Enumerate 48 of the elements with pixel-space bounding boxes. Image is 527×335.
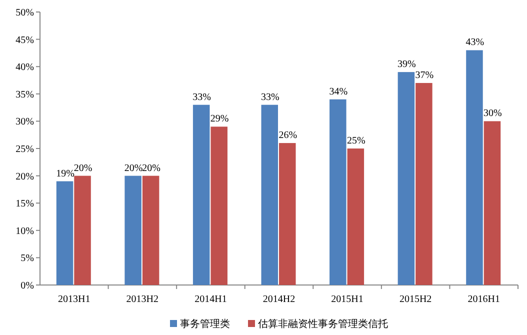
x-tick-label: 2015H1 [331, 294, 364, 305]
bar [330, 99, 346, 285]
bar [347, 148, 364, 285]
bar [398, 72, 415, 285]
data-label: 43% [466, 37, 484, 48]
bar [210, 126, 228, 285]
y-tick-label: 25% [16, 144, 34, 155]
legend-label: 估算非融资性事务管理类信托 [258, 318, 388, 330]
data-label: 34% [329, 86, 348, 98]
bar [484, 121, 501, 285]
data-label: 33% [192, 92, 212, 103]
y-tick-label: 5% [20, 253, 34, 264]
legend-label: 事务管理类 [180, 318, 230, 330]
x-tick-label: 2015H2 [399, 294, 432, 305]
bar [56, 181, 74, 285]
x-tick-label: 2013H1 [58, 294, 90, 305]
data-label: 20% [142, 162, 160, 174]
y-tick-label: 40% [16, 62, 34, 74]
bar [466, 50, 483, 285]
bar [416, 82, 432, 285]
x-tick-label: 2014H2 [262, 294, 296, 305]
bar [74, 176, 91, 285]
y-tick-label: 50% [16, 8, 34, 18]
y-tick-label: 30% [16, 116, 34, 128]
bar [124, 176, 142, 285]
bar [192, 104, 210, 285]
data-label: 26% [278, 130, 298, 142]
y-tick-label: 35% [16, 89, 34, 100]
data-label: 20% [124, 162, 143, 174]
y-tick-label: 45% [16, 34, 34, 46]
bar [142, 176, 160, 285]
bar [279, 143, 296, 285]
data-label: 33% [260, 92, 280, 103]
bar [261, 104, 278, 285]
data-label: 25% [346, 136, 366, 146]
y-tick-label: 10% [16, 226, 34, 237]
data-label: 29% [210, 114, 229, 125]
data-label: 30% [484, 108, 502, 120]
data-label: 20% [74, 162, 92, 174]
y-tick-label: 15% [16, 198, 34, 210]
y-tick-label: 0% [20, 280, 34, 292]
y-tick-label: 20% [16, 171, 34, 182]
x-tick-label: 2013H2 [126, 294, 159, 305]
data-label: 37% [415, 70, 434, 81]
x-tick-label: 2014H1 [194, 294, 227, 305]
x-tick-label: 2016H1 [468, 294, 500, 305]
data-label: 39% [398, 59, 416, 70]
data-label: 19% [56, 168, 74, 180]
